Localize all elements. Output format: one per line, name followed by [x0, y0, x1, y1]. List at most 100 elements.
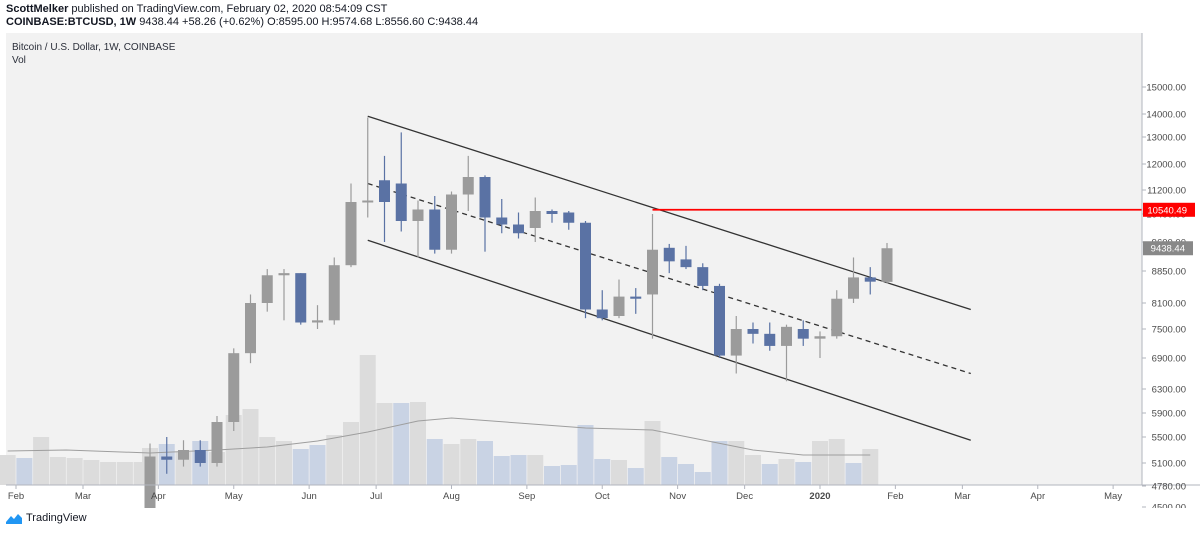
candle-body: [261, 275, 273, 303]
time-tick-label: Sep: [518, 491, 535, 502]
volume-bar: [678, 464, 694, 485]
volume-bar: [644, 421, 661, 485]
volume-bar: [577, 425, 594, 485]
price-tick-label: 5100.00: [1152, 459, 1186, 470]
volume-bar: [359, 355, 376, 485]
volume-bar: [795, 462, 812, 485]
publish-header: ScottMelker published on TradingView.com…: [6, 3, 478, 29]
candle-body: [211, 422, 223, 463]
candle-body: [747, 329, 759, 334]
volume-bar: [560, 465, 577, 485]
candle-body: [714, 285, 725, 356]
volume-bar: [426, 439, 443, 485]
candle-body: [161, 456, 173, 460]
resistance-price-label: 10540.49: [1147, 205, 1187, 216]
candle-body: [647, 249, 658, 295]
volume-bar: [326, 435, 343, 485]
volume-bar: [510, 455, 527, 485]
price-tick-label: 8100.00: [1152, 299, 1186, 310]
volume-bar: [276, 441, 292, 485]
candle-body: [194, 450, 206, 463]
chart-area[interactable]: 4500.00 4780.00 5100.00 5500.00 5900.00 6300.…: [0, 33, 1200, 508]
symbol-name: COINBASE:BTCUSD, 1W: [6, 16, 137, 28]
time-tick-label: Mar: [75, 491, 91, 502]
time-tick-label: Dec: [736, 491, 753, 502]
current-price-tag: [1143, 241, 1193, 256]
volume-bar: [611, 460, 627, 485]
candle-body: [881, 248, 893, 282]
candle-body: [412, 209, 424, 221]
volume-bar: [828, 439, 845, 485]
volume-bar: [83, 460, 100, 485]
price-tick-label: 5900.00: [1152, 409, 1186, 420]
price-tick-label: 13000.00: [1146, 133, 1186, 144]
tradingview-logo-icon: [6, 514, 22, 524]
candle-body: [496, 217, 508, 225]
candlestick-chart[interactable]: 4500.00 4780.00 5100.00 5500.00 5900.00 6300.…: [0, 33, 1200, 508]
candle-body: [379, 180, 390, 202]
price-tick-label: 4780.00: [1152, 482, 1186, 493]
published-text: published on TradingView.com, February 0…: [68, 3, 388, 15]
volume-bar: [812, 441, 828, 485]
volume-bar: [292, 449, 309, 485]
time-tick-label: 2020: [809, 491, 830, 502]
candle-body: [563, 212, 575, 223]
volume-bar: [309, 445, 326, 485]
candle-body: [362, 200, 374, 203]
volume-bar: [175, 452, 192, 485]
time-tick-label: May: [1104, 491, 1122, 502]
candle-body: [864, 277, 876, 282]
volume-bar: [694, 472, 711, 485]
channel-lower-line: [367, 239, 971, 441]
price-tick-label: 6900.00: [1152, 354, 1186, 365]
candle-body: [680, 259, 692, 268]
candle-body: [730, 329, 742, 356]
candle-body: [596, 309, 608, 319]
candle-body: [764, 333, 776, 346]
volume-bar: [259, 437, 276, 485]
last-price: 9438.44: [136, 16, 183, 28]
chart-legend: Bitcoin / U.S. Dollar, 1W, COINBASE Vol: [12, 41, 175, 67]
candle-body: [797, 329, 809, 339]
time-tick-label: Aug: [443, 491, 460, 502]
volume-bar: [527, 455, 544, 485]
volume-bar: [33, 437, 50, 485]
volume-bar: [862, 449, 879, 485]
volume-bar: [761, 464, 778, 485]
channel-mid-line: [367, 182, 971, 375]
volume-bar: [493, 456, 510, 485]
volume-bar: [711, 441, 728, 485]
symbol-line: COINBASE:BTCUSD, 1W 9438.44 +58.26 (+0.6…: [6, 16, 478, 29]
candle-body: [848, 277, 859, 299]
candle-body: [295, 273, 307, 323]
volume-bar: [728, 441, 745, 485]
candle-body: [630, 296, 642, 299]
candle-body: [663, 247, 675, 262]
time-tick-label: Apr: [1030, 491, 1045, 502]
time-tick-label: Mar: [954, 491, 970, 502]
candle-body: [831, 298, 843, 337]
ohlc-high: H:9574.68: [321, 16, 373, 28]
ohlc-open: O:8595.00: [267, 16, 319, 28]
candle-body: [345, 202, 357, 266]
author-name[interactable]: ScottMelker: [6, 3, 69, 15]
candle-body: [278, 273, 290, 276]
tradingview-brand: TradingView: [26, 512, 87, 524]
volume-bar: [116, 462, 133, 485]
candle-body: [697, 267, 709, 286]
candle-body: [395, 183, 407, 221]
series-title: Bitcoin / U.S. Dollar, 1W, COINBASE: [12, 42, 176, 53]
volume-label: Vol: [12, 55, 26, 66]
candle-body: [781, 326, 792, 346]
time-tick-label: Oct: [595, 491, 610, 502]
volume-bar: [845, 463, 862, 485]
candle-body: [479, 177, 491, 218]
price-tick-label: 6300.00: [1152, 385, 1186, 396]
candle-body: [312, 320, 323, 323]
volume-bar: [343, 422, 359, 485]
tradingview-footer[interactable]: TradingView: [6, 512, 87, 524]
price-tick-label: 5500.00: [1152, 433, 1186, 444]
price-tick-label: 12000.00: [1146, 160, 1186, 171]
candle-body: [580, 222, 591, 310]
time-tick-label: Nov: [669, 491, 686, 502]
